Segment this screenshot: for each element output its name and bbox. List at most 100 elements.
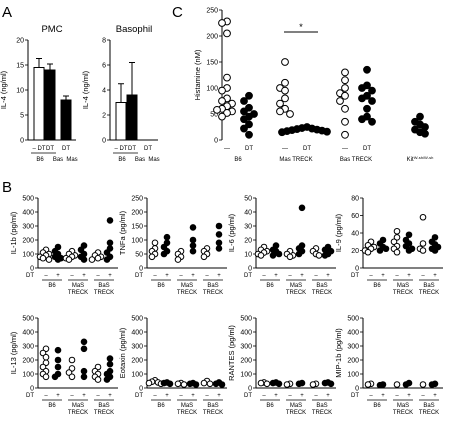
chart-b-il-6-point-filled — [298, 204, 306, 212]
chart-b-tnfa-point-filled — [215, 245, 223, 252]
chart-c-point-open — [281, 78, 289, 87]
chart-a-basophil-bar — [126, 94, 138, 141]
chart-b-il-13-dt-minus: – — [44, 393, 48, 399]
chart-b-il-9-point-open — [393, 234, 401, 241]
chart-c-point-filled — [368, 97, 376, 105]
chart-b-il-13-group-label: TRECK — [94, 410, 114, 416]
chart-a-basophil-y-tick-label: 2 — [102, 113, 106, 120]
chart-b-il-6-y-tick-label: 0 — [248, 266, 252, 273]
chart-b-il-6-y-tick-label: 50 — [244, 196, 252, 203]
chart-a-basophil-title: Basophil — [116, 24, 152, 35]
chart-b-il-1b-dt-plus: + — [56, 273, 60, 279]
chart-b-il-1b-point-open — [94, 254, 102, 262]
chart-c-point-open — [213, 105, 221, 114]
chart-b-il-9-dt-minus: – — [421, 273, 425, 279]
chart-a-pmc-y-tick-label: 10 — [16, 88, 24, 95]
chart-c-point-open — [223, 29, 231, 38]
chart-b-eotaxin-dt-plus: + — [165, 393, 169, 399]
chart-b-il-9-point-filled — [376, 247, 384, 254]
chart-b-eotaxin-point-open — [200, 379, 208, 387]
chart-b-il-9-point-open — [393, 227, 401, 235]
chart-b-eotaxin-point-filled — [192, 381, 200, 388]
chart-b-mip-1b-dt-minus: – — [395, 393, 399, 399]
chart-b-eotaxin-dt-minus: – — [179, 393, 183, 399]
chart-b-rantes-y-tick-label: 400 — [240, 330, 252, 337]
chart-b-il-1b-y-tick-label: 0 — [30, 266, 34, 273]
chart-b-il-9-y-tick-label: 80 — [351, 196, 359, 203]
chart-b-tnfa-y-label: TNFa (pg/ml) — [118, 210, 127, 255]
chart-c-point-filled — [363, 65, 371, 74]
chart-b-tnfa-dt-minus: – — [205, 273, 209, 279]
chart-c-dt-label: DT — [303, 146, 311, 152]
chart-b-tnfa-y-tick-label: 150 — [131, 224, 143, 231]
chart-a-pmc-y-tick-label: 5 — [20, 113, 24, 120]
chart-b-il-1b-group-label: TRECK — [94, 290, 114, 296]
chart-b-mip-1b-group-label: BaS — [423, 403, 434, 409]
chart-b-il-1b-point-open — [65, 256, 73, 263]
chart-c-point-open — [281, 94, 289, 103]
chart-b-eotaxin-group-label: BaS — [207, 403, 218, 409]
chart-c-group-label: KitW-sh/W-sh — [407, 155, 434, 163]
chart-b-eotaxin-point-open — [206, 380, 214, 388]
chart-b-il-9-y-label: IL-9 (pg/ml) — [334, 213, 343, 252]
chart-b-eotaxin-dt-minus: – — [153, 393, 157, 399]
chart-b-il-9-y-tick-label: 0 — [355, 266, 359, 273]
chart-b-il-6-point-filled — [269, 252, 277, 259]
chart-c-point-filled — [245, 130, 253, 139]
chart-b-mip-1b-y-tick-label: 100 — [347, 372, 359, 379]
chart-b-rantes-dt-minus: – — [314, 393, 318, 399]
chart-a-pmc-bar — [44, 69, 56, 141]
chart-a-pmc-y-label: IL-4 (ng/ml) — [0, 70, 8, 109]
chart-a-basophil-group-label: B6 — [118, 157, 126, 163]
chart-b-il-9-group-label: TRECK — [393, 290, 413, 296]
chart-b-il-1b-dt-plus: + — [82, 273, 86, 279]
chart-a-basophil-group-label: Mas — [148, 157, 159, 163]
chart-a-basophil-y-label: IL-4 (ng/ml) — [81, 70, 90, 109]
chart-b-tnfa-y-tick-label: 200 — [131, 210, 143, 217]
chart-c-group-label: B6 — [234, 157, 242, 163]
chart-b-il-6-dt-label: DT — [244, 273, 252, 279]
chart-b-il-6-dt-plus: + — [326, 273, 330, 279]
chart-b-eotaxin-point-open — [145, 379, 153, 387]
chart-b-mip-1b-dt-plus: + — [433, 393, 437, 399]
chart-b-mip-1b-point-open — [393, 381, 401, 388]
chart-b-eotaxin-y-tick-label: 400 — [131, 330, 143, 337]
chart-b-il-6-dt-minus: – — [262, 273, 266, 279]
chart-b-tnfa-point-filled — [189, 236, 197, 244]
chart-b-rantes-dt-plus: + — [326, 393, 330, 399]
chart-b-il-1b-dt-plus: + — [108, 273, 112, 279]
chart-b-il-13-dt-minus: – — [70, 393, 74, 399]
chart-b-rantes-group-label: B6 — [266, 403, 274, 409]
chart-c-point-filled — [363, 104, 371, 113]
chart-c-dt-label: — — [342, 146, 348, 152]
chart-b-il-13-point-open — [42, 373, 50, 381]
chart-b-rantes-dt-plus: + — [274, 393, 278, 399]
chart-b-rantes-point-open — [309, 381, 317, 388]
chart-b-il-6-point-filled — [295, 250, 303, 258]
chart-b-il-13-group-label: B6 — [48, 403, 56, 409]
chart-a-basophil-x-tick-label: – DT — [114, 146, 127, 152]
chart-b-il-9-y-tick-label: 60 — [351, 213, 359, 220]
chart-b-il-6-y-tick-label: 10 — [244, 252, 252, 259]
chart-c-point-open — [341, 104, 349, 113]
chart-c-point-open — [281, 86, 289, 95]
chart-b-tnfa-point-filled — [163, 233, 171, 241]
chart-b-rantes-dt-label: DT — [244, 393, 252, 399]
chart-c-point-filled — [240, 97, 248, 105]
chart-b-rantes-dt-minus: – — [288, 393, 292, 399]
chart-b-il-1b-group-label: BaS — [98, 283, 109, 289]
chart-c-point-open — [341, 91, 349, 100]
chart-c-point-filled — [368, 86, 376, 95]
chart-b-il-13-dt-label: DT — [26, 393, 34, 399]
chart-b-il-6-group-label: TRECK — [286, 290, 306, 296]
chart-c-point-filled — [358, 115, 366, 124]
chart-b-il-13-group-label: TRECK — [68, 410, 88, 416]
chart-b-il-13-dt-plus: + — [82, 393, 86, 399]
chart-c-point-filled — [358, 94, 366, 103]
chart-a-basophil-x-tick-label: DT — [128, 146, 136, 152]
chart-b-il-13-dt-plus: + — [56, 393, 60, 399]
chart-b-mip-1b-point-filled — [376, 381, 384, 389]
chart-b-il-1b-point-open — [39, 254, 47, 262]
chart-b-tnfa-y-tick-label: 0 — [139, 266, 143, 273]
chart-c-y-tick-label: 100 — [206, 86, 218, 93]
